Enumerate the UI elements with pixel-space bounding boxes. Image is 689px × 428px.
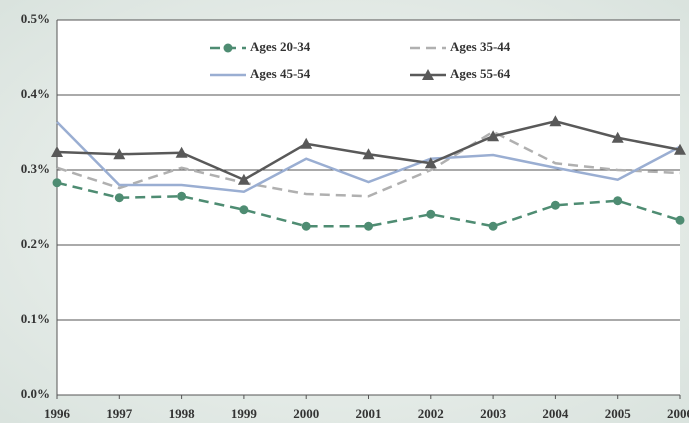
legend-marker <box>422 69 434 80</box>
point-marker <box>113 148 126 160</box>
point-marker <box>550 200 560 210</box>
x-tick-label: 2002 <box>418 406 444 421</box>
point-marker <box>674 143 686 155</box>
point-marker <box>487 130 500 142</box>
x-tick-label: 1996 <box>44 406 71 421</box>
y-tick-label: 0.3% <box>21 161 50 176</box>
point-marker <box>424 157 437 169</box>
x-tick-label: 2003 <box>480 406 507 421</box>
legend-label: Ages 35-44 <box>450 39 511 54</box>
y-tick-label: 0.0% <box>21 386 50 401</box>
x-tick-label: 2005 <box>605 406 632 421</box>
point-marker <box>237 173 250 185</box>
legend-label: Ages 55-64 <box>450 66 511 81</box>
point-marker <box>362 148 375 160</box>
y-tick-label: 0.1% <box>21 311 50 326</box>
point-marker <box>175 146 188 158</box>
point-marker <box>51 146 63 157</box>
x-tick-label: 1997 <box>106 406 133 421</box>
point-marker <box>177 191 187 201</box>
point-marker <box>675 215 685 225</box>
legend-label: Ages 20-34 <box>250 39 311 54</box>
point-marker <box>300 137 313 149</box>
point-marker <box>549 115 562 127</box>
point-marker <box>613 196 623 206</box>
point-marker <box>488 221 498 231</box>
point-marker <box>114 193 124 203</box>
point-marker <box>611 131 624 143</box>
x-tick-label: 2001 <box>356 406 382 421</box>
point-marker <box>239 205 249 215</box>
point-marker <box>301 221 311 231</box>
y-tick-label: 0.2% <box>21 236 50 251</box>
x-tick-label: 2006 <box>667 406 689 421</box>
point-marker <box>52 178 62 188</box>
y-tick-label: 0.4% <box>21 86 50 101</box>
legend-marker <box>223 43 233 53</box>
series-line <box>56 130 681 198</box>
legend-label: Ages 45-54 <box>250 66 311 81</box>
series-line <box>56 181 681 228</box>
x-tick-label: 1998 <box>169 406 196 421</box>
series-line <box>56 121 681 194</box>
x-tick-label: 2004 <box>542 406 569 421</box>
point-marker <box>364 221 373 231</box>
x-tick-label: 2000 <box>293 406 319 421</box>
point-marker <box>426 209 436 219</box>
y-tick-label: 0.5% <box>21 11 50 26</box>
plot-area <box>57 20 680 395</box>
x-tick-label: 1999 <box>231 406 258 421</box>
